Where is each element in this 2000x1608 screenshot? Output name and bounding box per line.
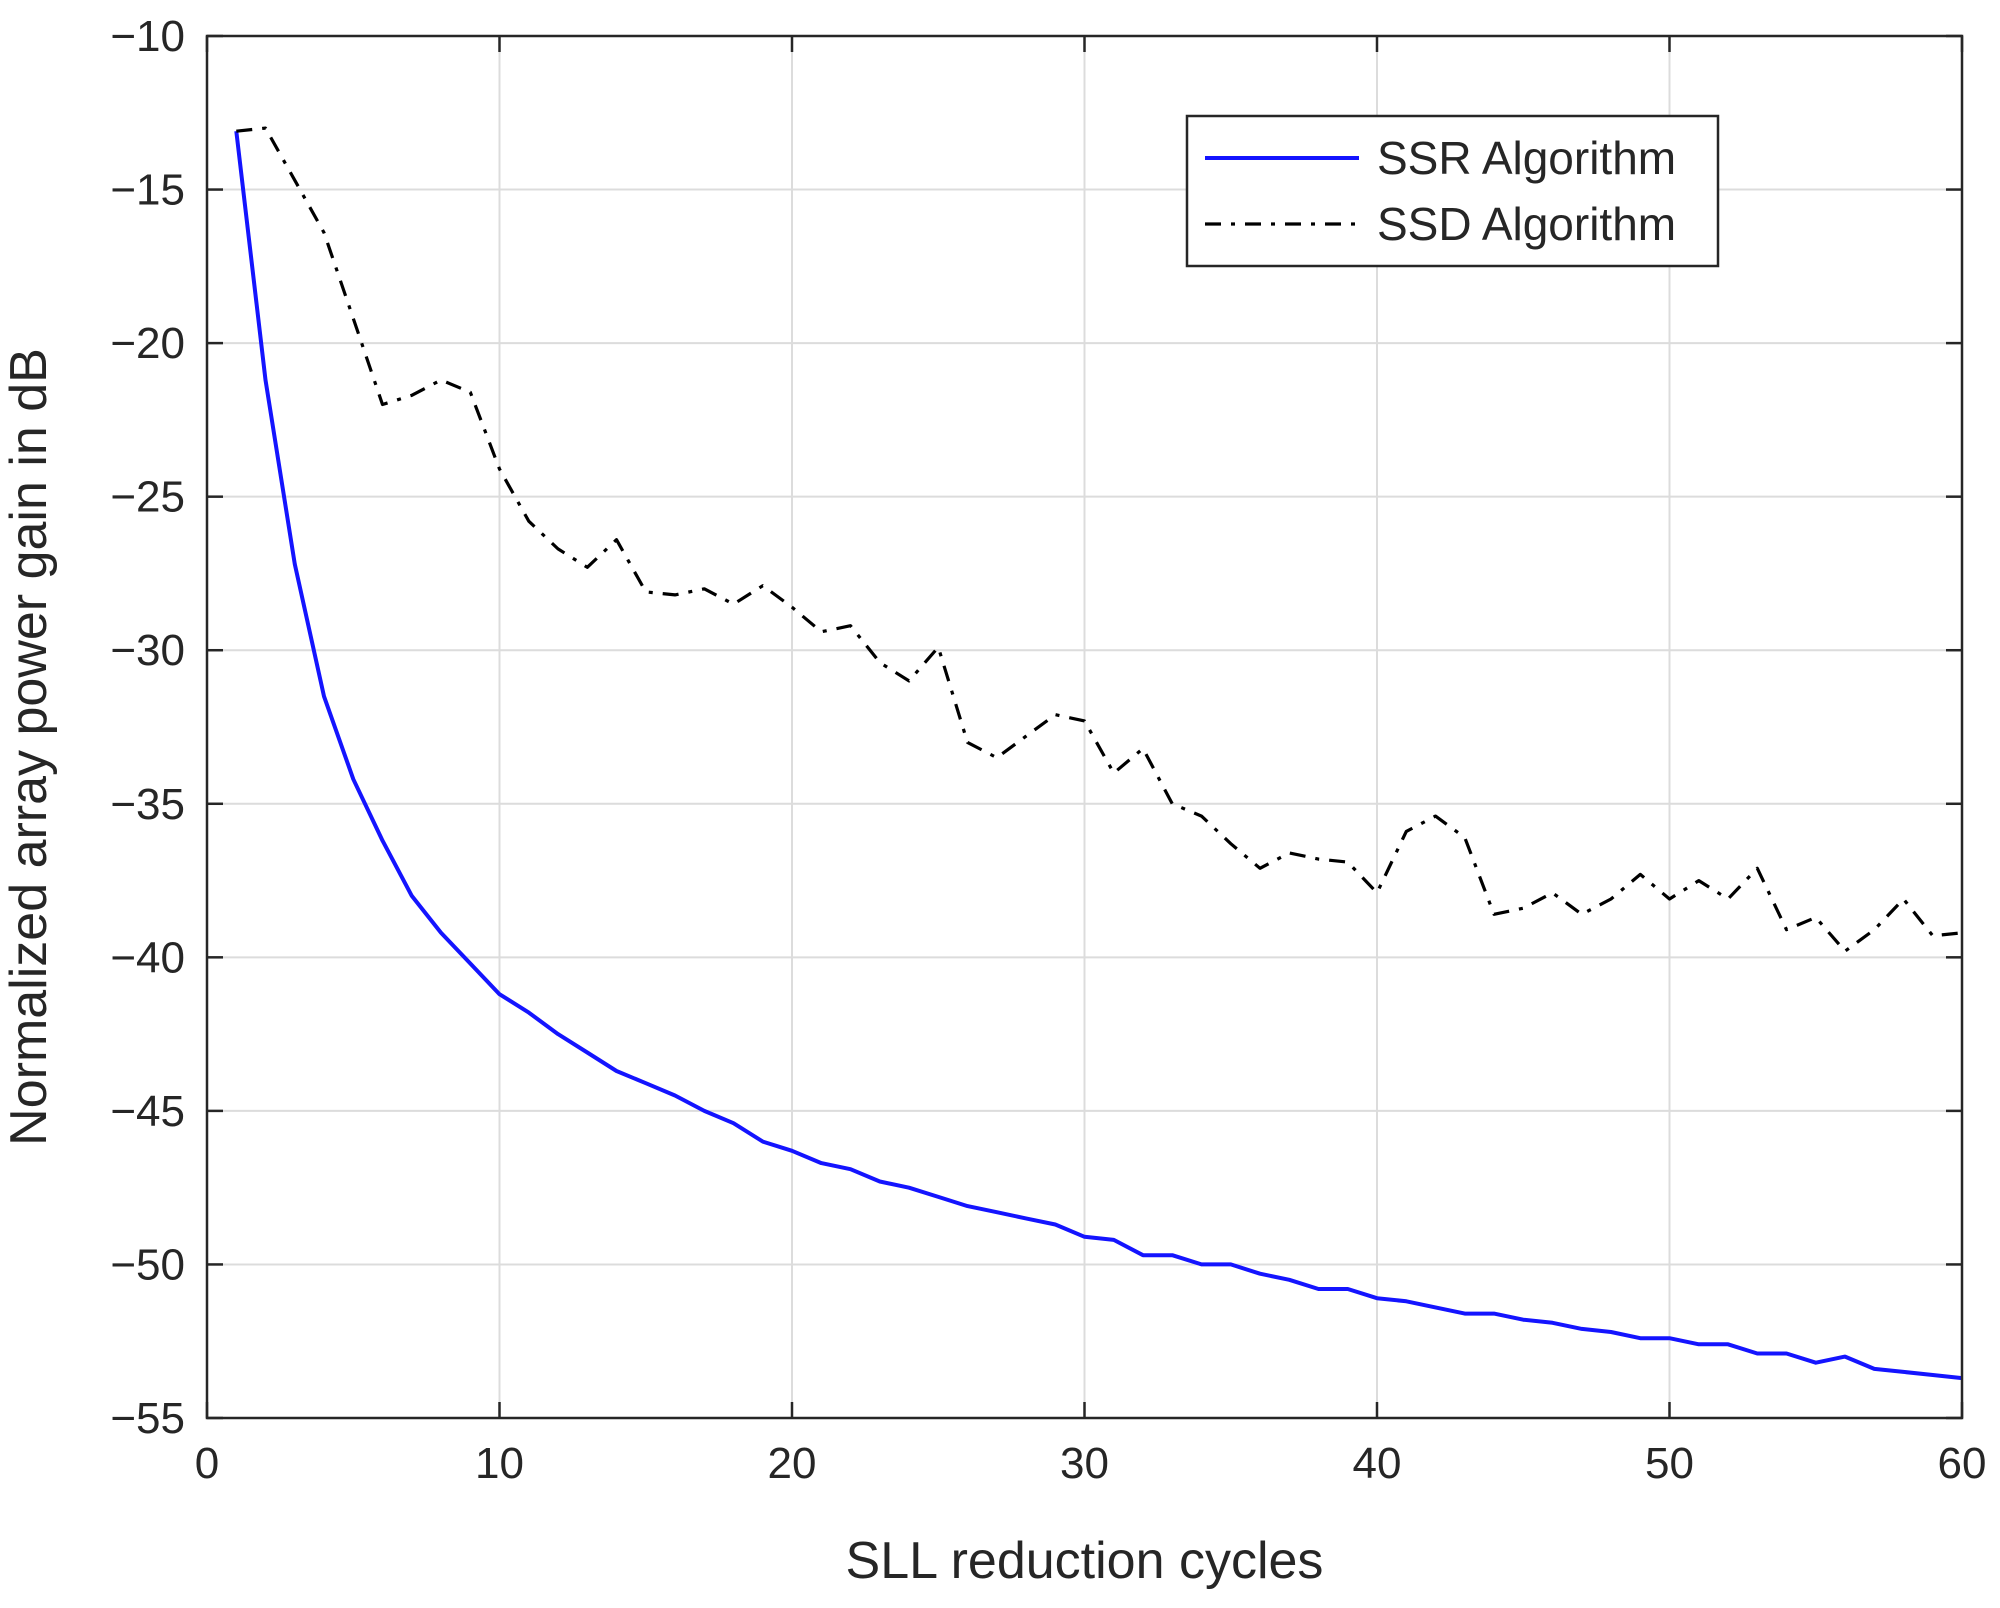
x-tick-label: 20 [768, 1439, 817, 1488]
x-tick-label: 60 [1938, 1439, 1987, 1488]
y-tick-label: −20 [110, 319, 185, 368]
axis-ticks [205, 34, 1964, 1420]
legend-label-ssr: SSR Algorithm [1377, 132, 1676, 184]
y-tick-label: −40 [110, 933, 185, 982]
x-tick-label: 0 [195, 1439, 219, 1488]
x-axis-title: SLL reduction cycles [846, 1532, 1324, 1590]
legend-box [1185, 114, 1720, 268]
y-tick-label: −25 [110, 473, 185, 522]
y-tick-label: −10 [110, 12, 185, 61]
x-tick-label: 10 [475, 1439, 524, 1488]
series-line-ssd [236, 126, 1963, 953]
legend: SSR Algorithm SSD Algorithm [1185, 114, 1720, 268]
y-tick-label: −30 [110, 626, 185, 675]
series-layer [234, 126, 1963, 1381]
legend-label-ssd: SSD Algorithm [1377, 198, 1676, 250]
series-line-ssr [234, 130, 1963, 1381]
tick-labels: 0 10 20 30 40 50 60 −10 −15 −20 −25 −30 −35 −40 −45 −50… [110, 12, 1986, 1488]
x-tick-label: 40 [1353, 1439, 1402, 1488]
y-tick-label: −35 [110, 780, 185, 829]
x-tick-label: 30 [1060, 1439, 1109, 1488]
y-tick-label: −55 [110, 1394, 185, 1443]
y-axis-title: Normalized array power gain in dB [0, 348, 58, 1146]
y-tick-label: −15 [110, 166, 185, 215]
y-tick-label: −50 [110, 1240, 185, 1289]
y-tick-label: −45 [110, 1087, 185, 1136]
x-tick-label: 50 [1645, 1439, 1694, 1488]
